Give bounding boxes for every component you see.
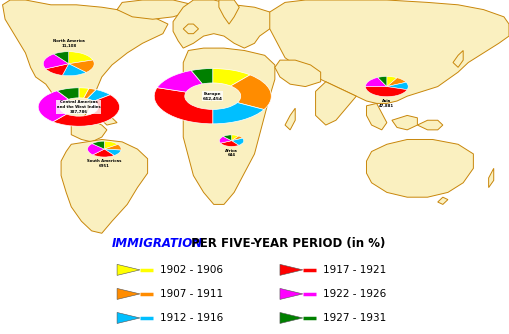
Wedge shape [365, 87, 407, 97]
Polygon shape [366, 140, 473, 197]
Wedge shape [54, 52, 69, 64]
Wedge shape [213, 68, 250, 86]
Polygon shape [280, 313, 303, 323]
Wedge shape [63, 64, 86, 76]
Polygon shape [219, 0, 239, 24]
Polygon shape [183, 24, 199, 34]
Wedge shape [232, 135, 239, 141]
Text: Central Americas
and the West Indies
387,786: Central Americas and the West Indies 387… [57, 101, 101, 114]
Polygon shape [285, 108, 295, 130]
Wedge shape [69, 60, 94, 72]
Text: 1927 - 1931: 1927 - 1931 [323, 313, 386, 323]
Polygon shape [316, 82, 356, 125]
Wedge shape [53, 95, 120, 126]
Wedge shape [92, 141, 104, 149]
Polygon shape [438, 197, 448, 204]
Polygon shape [270, 0, 509, 104]
Wedge shape [154, 88, 213, 124]
Polygon shape [453, 50, 463, 67]
Wedge shape [232, 136, 243, 141]
Text: Asia
47,881: Asia 47,881 [379, 99, 394, 108]
Polygon shape [71, 120, 107, 142]
Polygon shape [3, 0, 168, 125]
Wedge shape [378, 76, 387, 87]
Text: 1922 - 1926: 1922 - 1926 [323, 289, 386, 299]
Wedge shape [213, 103, 264, 124]
Wedge shape [191, 68, 213, 84]
Polygon shape [392, 116, 417, 130]
Wedge shape [43, 54, 69, 69]
Wedge shape [104, 141, 118, 149]
Wedge shape [387, 82, 408, 90]
Wedge shape [93, 149, 114, 157]
Text: 1902 - 1906: 1902 - 1906 [160, 265, 223, 275]
Wedge shape [104, 144, 121, 150]
Wedge shape [57, 88, 79, 99]
Wedge shape [104, 149, 121, 156]
Wedge shape [157, 70, 203, 92]
Polygon shape [489, 168, 494, 188]
Wedge shape [223, 135, 232, 141]
Text: 1917 - 1921: 1917 - 1921 [323, 265, 386, 275]
Wedge shape [219, 137, 232, 143]
Polygon shape [280, 288, 303, 299]
Wedge shape [232, 138, 244, 145]
Text: PER FIVE-YEAR PERIOD (in %): PER FIVE-YEAR PERIOD (in %) [187, 237, 386, 250]
Wedge shape [387, 76, 397, 87]
Polygon shape [102, 118, 117, 125]
Wedge shape [38, 91, 69, 122]
Wedge shape [46, 64, 69, 75]
Polygon shape [280, 265, 303, 275]
Polygon shape [183, 48, 275, 204]
Text: Europe
642,454: Europe 642,454 [203, 92, 223, 101]
Text: 1912 - 1916: 1912 - 1916 [160, 313, 223, 323]
Polygon shape [117, 0, 193, 19]
Wedge shape [387, 78, 406, 87]
Wedge shape [83, 89, 96, 99]
Polygon shape [275, 60, 321, 87]
Text: South Americas
6951: South Americas 6951 [87, 159, 122, 168]
Polygon shape [117, 265, 140, 275]
Wedge shape [365, 77, 387, 87]
Wedge shape [69, 52, 93, 64]
Polygon shape [61, 140, 148, 233]
Wedge shape [220, 141, 239, 146]
Polygon shape [117, 288, 140, 299]
Polygon shape [417, 120, 443, 130]
Wedge shape [231, 75, 271, 110]
Text: North America
11,108: North America 11,108 [53, 39, 84, 48]
Wedge shape [88, 144, 104, 155]
Polygon shape [366, 104, 387, 130]
Polygon shape [173, 0, 275, 48]
Text: Africa
644: Africa 644 [225, 149, 238, 157]
Wedge shape [79, 88, 89, 98]
Text: IMMIGRATION: IMMIGRATION [112, 237, 203, 250]
Polygon shape [117, 313, 140, 323]
Wedge shape [87, 90, 110, 101]
Text: 1907 - 1911: 1907 - 1911 [160, 289, 223, 299]
